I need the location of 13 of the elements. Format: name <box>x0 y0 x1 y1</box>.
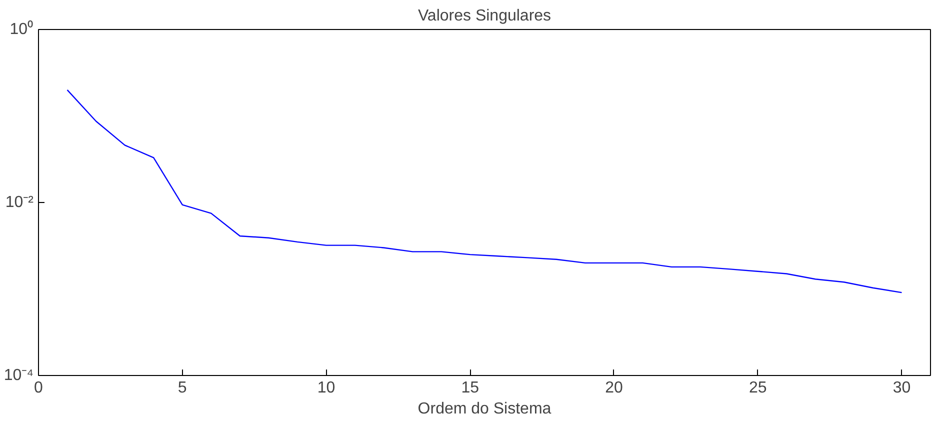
y-tick-label: 10⁻⁴ <box>4 367 34 384</box>
x-tick-label: 10 <box>317 380 336 396</box>
x-tick-label: 5 <box>178 380 187 396</box>
x-tick-label: 15 <box>461 380 480 396</box>
x-tick-label: 0 <box>34 380 44 396</box>
line-series <box>66 89 902 294</box>
chart-title: Valores Singulares <box>418 8 552 24</box>
x-tick-label: 20 <box>605 380 623 396</box>
y-tick-label: 10⁰ <box>10 20 34 38</box>
y-tick-label: 10⁻² <box>5 194 34 211</box>
x-tick-label: 30 <box>892 380 911 396</box>
x-axis-title: Ordem do Sistema <box>418 400 552 418</box>
x-tick-label: 25 <box>748 380 767 396</box>
